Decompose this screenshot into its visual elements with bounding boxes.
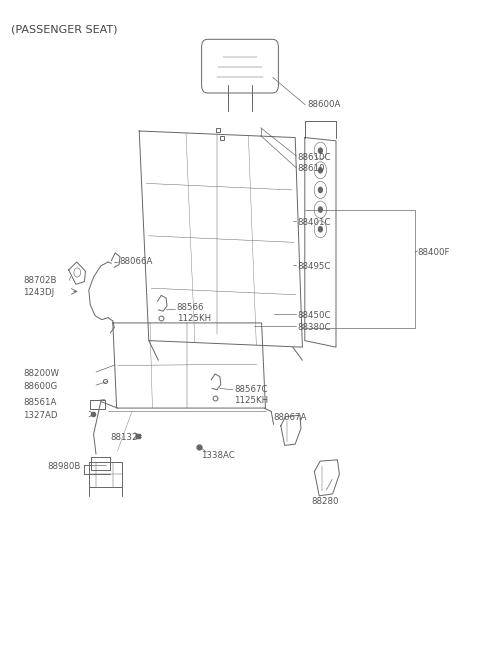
Circle shape	[318, 148, 323, 153]
Text: 88067A: 88067A	[274, 413, 307, 422]
Text: 88450C: 88450C	[298, 311, 331, 320]
Text: 88400F: 88400F	[418, 248, 450, 257]
Text: 88132: 88132	[110, 433, 138, 442]
Text: (PASSENGER SEAT): (PASSENGER SEAT)	[11, 24, 117, 35]
Circle shape	[318, 168, 323, 173]
Circle shape	[318, 207, 323, 212]
Text: 88200W: 88200W	[23, 369, 59, 378]
Text: 88702B: 88702B	[23, 276, 57, 285]
Circle shape	[318, 227, 323, 232]
Text: 1243DJ: 1243DJ	[23, 288, 54, 297]
Text: 88567C: 88567C	[234, 385, 268, 394]
Text: 88280: 88280	[311, 496, 338, 506]
Text: 88066A: 88066A	[119, 257, 153, 267]
Text: 1125KH: 1125KH	[234, 396, 268, 405]
Text: 88600A: 88600A	[307, 100, 341, 109]
Text: 88610: 88610	[298, 164, 325, 174]
Text: 88380C: 88380C	[298, 323, 331, 332]
FancyBboxPatch shape	[202, 39, 278, 93]
Text: 88495C: 88495C	[298, 262, 331, 271]
Text: 1327AD: 1327AD	[23, 411, 58, 421]
Text: 88610C: 88610C	[298, 153, 331, 162]
Text: 1125KH: 1125KH	[177, 314, 211, 323]
Text: 88600G: 88600G	[23, 382, 57, 391]
Text: 88566: 88566	[177, 303, 204, 312]
Circle shape	[318, 187, 323, 193]
Text: 1338AC: 1338AC	[201, 451, 234, 460]
Text: 88401C: 88401C	[298, 218, 331, 227]
Text: 88980B: 88980B	[47, 462, 81, 471]
Text: 88561A: 88561A	[23, 398, 57, 407]
